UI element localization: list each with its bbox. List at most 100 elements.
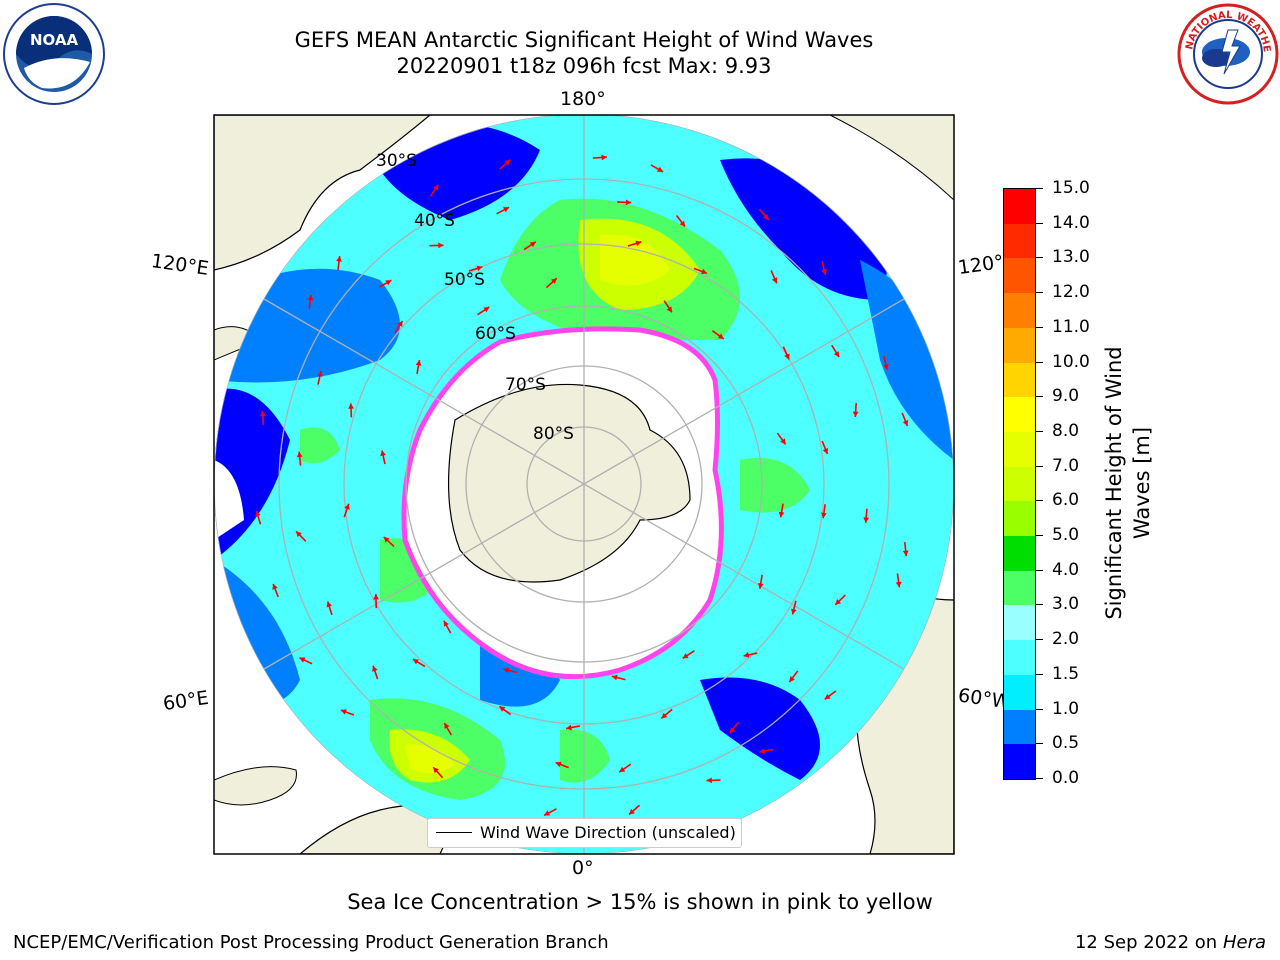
wave-direction-arrowhead [299,657,306,663]
wave-direction-arrowhead [895,581,902,588]
colorbar-tick [1035,292,1043,294]
wave-direction-arrowhead [778,511,785,518]
colorbar-segment [1004,431,1035,468]
colorbar-segment [1004,674,1035,711]
graticule [214,115,954,854]
wave-direction-arrowhead [336,256,342,262]
colorbar-tick [1035,465,1043,467]
lat-label-80s: 80°S [533,424,574,444]
colorbar-tick [1035,569,1043,571]
wave-direction-arrowhead [503,667,510,674]
colorbar-tick-label: 10.0 [1052,351,1090,372]
lat-label-50s: 50°S [444,270,485,290]
colorbar [1003,188,1036,780]
wave-direction-arrowhead [443,620,449,627]
colorbar-tick [1035,743,1043,745]
wave-direction-arrowhead [412,659,419,665]
wave-direction-arrowhead [504,159,511,166]
colorbar-segment [1004,640,1035,676]
wave-direction-arrowhead [717,333,724,339]
wave-direction-arrowhead [544,810,551,816]
colorbar-segment [1004,605,1035,641]
colorbar-tick-label: 3.0 [1052,594,1080,615]
chart-title: GEFS MEAN Antarctic Significant Height o… [294,28,874,52]
sea-ice-note: Sea Ice Concentration > 15% is shown in … [347,890,933,914]
wave-direction-arrowhead [255,510,261,517]
colorbar-tick-label: 0.5 [1052,733,1080,754]
colorbar-tick-label: 7.0 [1052,455,1080,476]
colorbar-segment [1004,362,1035,398]
wave-direction-arrowhead [706,777,712,784]
wave-direction-arrowhead [902,419,909,426]
wave-direction-arrowhead [743,652,750,658]
colorbar-tick-label: 13.0 [1052,247,1090,268]
wave-direction-arrowhead [791,608,797,615]
colorbar-tick [1035,778,1043,779]
colorbar-segment [1004,501,1035,537]
lon-label-0: 0° [572,857,594,879]
wind-wave-arrows [255,154,909,817]
colorbar-tick [1035,708,1043,710]
colorbar-segment [1004,189,1035,225]
chart-subtitle: 20220901 t18z 096h fcst Max: 9.93 [396,54,772,78]
wave-direction-arrowhead [635,240,642,247]
wave-direction-arrowhead [326,601,333,608]
wave-direction-arrowhead [397,320,403,327]
wave-direction-arrowhead [433,184,439,191]
lat-label-40s: 40°S [414,211,455,231]
wave-direction-arrowhead [296,531,302,538]
colorbar-tick [1035,396,1043,398]
wave-direction-arrowhead [629,808,635,815]
colorbar-tick-label: 6.0 [1052,490,1080,511]
colorbar-tick [1035,639,1043,641]
colorbar-segment [1004,709,1035,745]
lat-label-30s: 30°S [376,151,417,171]
colorbar-tick [1035,222,1043,224]
wave-direction-arrowhead [415,360,422,366]
colorbar-tick-label: 4.0 [1052,559,1080,580]
colorbar-segment [1004,536,1035,572]
colorbar-segment [1004,293,1035,329]
wave-direction-arrowhead [821,512,827,519]
wave-direction-arrowhead [771,277,778,284]
wave-direction-arrowhead [679,220,686,227]
colorbar-tick-label: 8.0 [1052,420,1080,441]
wave-direction-arrowhead [340,709,347,715]
wave-direction-arrowhead [666,306,672,313]
colorbar-tick-label: 9.0 [1052,386,1080,407]
lat-label-60s: 60°S [475,324,516,344]
colorbar-segment [1004,466,1035,502]
wave-direction-arrowhead [550,278,557,284]
colorbar-tick-label: 0.0 [1052,768,1080,788]
national-weather-service-logo-icon: NATIONAL WEATHER SERVICE [1176,2,1279,105]
wave-direction-arrowhead [380,450,386,457]
noaa-logo-text: NOAA [30,31,79,49]
colorbar-tick [1035,535,1043,537]
wave-direction-arrowhead [296,451,303,458]
wave-direction-arrowhead [272,583,278,590]
colorbar-tick-label: 2.0 [1052,629,1080,650]
wave-direction-arrowhead [902,550,909,557]
colorbar-segment [1004,570,1035,606]
colorbar-tick [1035,673,1043,675]
wave-direction-arrowhead [385,280,392,286]
wave-direction-arrowhead [344,503,350,510]
wave-direction-arrowhead [619,766,626,773]
colorbar-tick [1035,604,1043,606]
wave-direction-arrowhead [701,268,707,275]
colorbar-tick-label: 14.0 [1052,212,1090,233]
wave-direction-arrowhead [373,594,379,600]
wave-direction-arrowhead [348,403,354,409]
wave-direction-arrowhead [433,767,439,774]
wave-direction-arrowhead [476,265,483,272]
wave-direction-arrowhead [503,207,510,213]
lat-label-70s: 70°S [505,375,546,395]
machine-name: Hera [1222,932,1266,953]
wave-direction-arrowhead [822,448,829,454]
date-text: 12 Sep 2022 on [1074,932,1218,953]
antarctica [447,383,691,583]
map-border [213,114,955,855]
wave-direction-arrowhead [789,676,795,683]
colorbar-segment [1004,397,1035,433]
wave-direction-arrowhead [759,748,766,754]
